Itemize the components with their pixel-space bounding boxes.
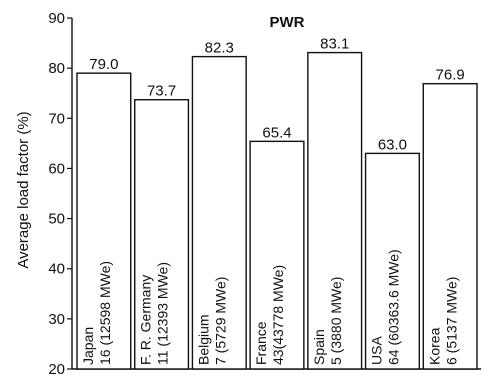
bar [364, 152, 420, 370]
bar-category-label: USA [369, 336, 385, 365]
y-tick-label: 40 [48, 261, 65, 278]
bar-group: 76.9 Korea 6 (5137 MWe) [422, 67, 478, 370]
bar-value-label: 73.7 [147, 83, 176, 100]
bar [134, 99, 190, 370]
bar-value-label: 63.0 [378, 136, 407, 153]
bar-category-label: F. R. Germany [138, 275, 154, 365]
bar-group: 73.7 F. R. Germany 11 (12393 MWe) [134, 83, 190, 370]
bar [76, 72, 132, 370]
bar-category-label: Japan [80, 327, 96, 365]
bar-category-label: Korea [426, 327, 442, 365]
bar-category-detail: 16 (12598 MWe) [97, 261, 113, 365]
bar-category-detail: 5 (3880 MWe) [328, 277, 344, 365]
bar-category-detail: 43(43778 MWe) [270, 265, 286, 365]
bar-category-label: France [253, 321, 269, 365]
y-tick-label: 30 [48, 311, 65, 328]
bar-group: 63.0 USA 64 (60363.6 MWe) [364, 136, 420, 370]
y-tick-label: 50 [48, 211, 65, 228]
chart-title: PWR [270, 14, 305, 31]
bar-category-detail: 11 (12393 MWe) [155, 262, 171, 365]
bar-value-label: 79.0 [89, 56, 118, 73]
y-tick-label: 90 [48, 10, 65, 27]
y-axis-label: Average load factor (%) [15, 111, 32, 268]
bar-category-detail: 64 (60363.6 MWe) [386, 249, 402, 365]
y-tick-label: 20 [48, 361, 65, 375]
bar-value-label: 82.3 [205, 40, 234, 57]
bar-value-label: 76.9 [436, 67, 465, 84]
bar [249, 140, 305, 370]
bar [191, 55, 247, 370]
y-tick-label: 70 [48, 110, 65, 127]
bar-group: 82.3 Belgium 7 (5729 MWe) [191, 40, 247, 370]
bar-category-label: Spain [311, 329, 327, 365]
bar [422, 82, 478, 370]
bar-category-detail: 7 (5729 MWe) [212, 277, 228, 365]
bar-category-detail: 6 (5137 MWe) [443, 277, 459, 365]
bar-value-label: 65.4 [262, 124, 291, 141]
y-tick-label: 80 [48, 60, 65, 77]
bar [307, 51, 363, 370]
y-tick-label: 60 [48, 160, 65, 177]
bars: 79.0 Japan 16 (12598 MWe) 73.7 F. R. Germany… [76, 36, 478, 370]
bar-value-label: 83.1 [320, 36, 349, 53]
bar-group: 79.0 Japan 16 (12598 MWe) [76, 56, 132, 370]
bar-group: 83.1 Spain 5 (3880 MWe) [307, 36, 363, 370]
bar-group: 65.4 France 43(43778 MWe) [249, 124, 305, 370]
bar-category-label: Belgium [195, 314, 211, 365]
